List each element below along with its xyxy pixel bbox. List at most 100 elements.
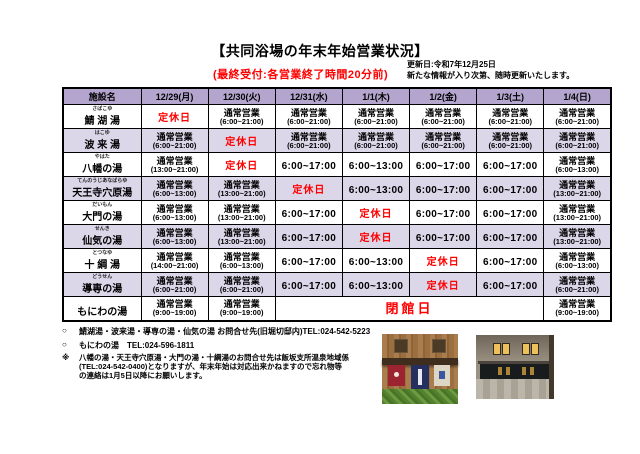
date-header: 1/2(金): [409, 87, 478, 105]
cell-special-hours: 6:00~17:00: [409, 152, 478, 177]
reflection: [498, 367, 502, 375]
cell-regular-hours: 通常営業 (6:00~21:00): [409, 104, 478, 129]
bathhouse-exterior-photo: [382, 334, 458, 404]
noren-red: [388, 365, 405, 386]
cell-special-hours: 6:00~17:00: [476, 224, 545, 249]
update-note: 新たな情報が入り次第、随時更新いたします。: [407, 70, 575, 80]
contact-note: ○ 鯖湖湯・波来湯・導専の湯・仙気の湯 お問合せ先(旧堀切邸内)TEL:024-…: [62, 326, 370, 337]
date-header: 12/29(月): [140, 87, 209, 105]
cell-regular-hours: 通常営業 (6:00~13:00): [140, 224, 209, 249]
table-row: てんのうじあなばらゆ 天王寺穴原湯 通常営業 (6:00~13:00) 通常営業 (13:…: [62, 176, 612, 201]
cell-regular-hours: 通常営業 (6:00~21:00): [140, 128, 209, 153]
table-row: やはた 八幡の湯 通常営業 (13:00~21:00) 定休日 6:00~17:00 6:0…: [62, 152, 612, 177]
table-row: はこゆ波 来 湯通常営業 (6:00~21:00) 定休日 通常営業 (6:00~21:…: [62, 128, 612, 153]
date-header: 12/30(火): [207, 87, 276, 105]
cell-special-hours: 6:00~13:00: [341, 272, 411, 297]
cell-regular-hours: 通常営業 (13:00~21:00): [140, 152, 209, 177]
cell-regular-hours: 通常営業 (6:00~21:00): [543, 104, 612, 129]
cell-regular-hours: 通常営業 (6:00~13:00): [140, 200, 209, 225]
cell-special-hours: 6:00~13:00: [341, 176, 411, 201]
cell-special-hours: 6:00~17:00: [274, 248, 343, 273]
window: [394, 339, 408, 353]
roof: [382, 358, 458, 365]
cell-closed-day: 定休日: [409, 248, 478, 273]
window: [432, 339, 446, 353]
facility-name: やはた 八幡の湯: [62, 152, 142, 177]
cell-special-hours: 6:00~17:00: [409, 200, 478, 225]
cell-regular-hours: 通常営業 (6:00~21:00): [341, 128, 411, 153]
cell-special-hours: 6:00~17:00: [476, 248, 545, 273]
cell-regular-hours: 通常営業 (6:00~21:00): [274, 128, 343, 153]
cell-regular-hours: 通常営業 (13:00~21:00): [207, 176, 276, 201]
cell-closed-day: 定休日: [207, 128, 276, 153]
cell-regular-hours: 通常営業 (9:00~19:00): [543, 296, 612, 321]
cell-regular-hours: 通常営業 (13:00~21:00): [207, 224, 276, 249]
date-header: 1/1(木): [341, 87, 411, 105]
facility-name: とつなゆ十 綱 湯: [62, 248, 142, 273]
cell-closed-day: 定休日: [341, 224, 411, 249]
cell-special-hours: 6:00~17:00: [409, 224, 478, 249]
lit-window: [493, 343, 501, 355]
reflection: [530, 367, 534, 375]
cell-regular-hours: 通常営業 (13:00~21:00): [543, 224, 612, 249]
cell-regular-hours: 通常営業 (6:00~13:00): [543, 152, 612, 177]
cell-special-hours: 6:00~17:00: [476, 176, 545, 201]
note-marker: ○: [62, 340, 67, 349]
cell-special-hours: 6:00~13:00: [341, 248, 411, 273]
cell-special-hours: 6:00~17:00: [409, 176, 478, 201]
bath-water: [480, 364, 550, 379]
reflection: [506, 367, 510, 375]
cell-regular-hours: 通常営業 (6:00~21:00): [476, 104, 545, 129]
cell-closed-period: 閉館日: [274, 296, 545, 321]
note-text: もにわの湯 TEL:024-596-1811: [79, 341, 195, 350]
lit-window: [502, 343, 510, 355]
note-text: 八幡の湯・天王寺穴原湯・大門の湯・十綱湯のお問合せ先は飯坂支所温泉地域係 (TE…: [79, 353, 349, 380]
update-info: 更新日:令和7年12月25日 新たな情報が入り次第、随時更新いたします。: [407, 60, 574, 81]
cell-regular-hours: 通常営業 (6:00~13:00): [140, 176, 209, 201]
cell-regular-hours: 通常営業 (6:00~21:00): [274, 104, 343, 129]
note-marker: ※: [62, 353, 70, 362]
cell-special-hours: 6:00~17:00: [476, 152, 545, 177]
bath-edge: [478, 361, 552, 364]
contact-note: ○ もにわの湯 TEL:024-596-1811: [62, 340, 194, 351]
cell-regular-hours: 通常営業 (6:00~21:00): [140, 272, 209, 297]
cell-regular-hours: 通常営業 (13:00~21:00): [543, 176, 612, 201]
cell-regular-hours: 通常営業 (9:00~19:00): [140, 296, 209, 321]
update-date: 更新日:令和7年12月25日: [407, 60, 496, 69]
table-row: せんき 仙気の湯 通常営業 (6:00~13:00) 通常営業 (13:00~21:00)…: [62, 224, 612, 249]
facility-name: どうせん 導専の湯: [62, 272, 142, 297]
stone-base: [476, 379, 554, 399]
cell-closed-day: 定休日: [341, 200, 411, 225]
facility-name: せんき 仙気の湯: [62, 224, 142, 249]
cell-regular-hours: 通常営業 (13:00~21:00): [543, 200, 612, 225]
note-marker: ○: [62, 326, 67, 335]
page-title: 【共同浴場の年末年始営業状況】: [211, 43, 429, 59]
cell-special-hours: 6:00~13:00: [341, 152, 411, 177]
cell-regular-hours: 通常営業 (6:00~13:00): [543, 248, 612, 273]
cell-regular-hours: 通常営業 (14:00~21:00): [140, 248, 209, 273]
table-row: どうせん 導専の湯 通常営業 (6:00~21:00) 通常営業 (6:00~21:00)…: [62, 272, 612, 297]
table-row: とつなゆ十 綱 湯通常営業 (14:00~21:00) 通常営業 (6:00~13:0…: [62, 248, 612, 273]
facility-name: もにわの湯: [62, 296, 142, 321]
last-reception-note: (最終受付:各営業終了時間20分前): [213, 69, 389, 81]
cell-special-hours: 6:00~17:00: [476, 272, 545, 297]
hedge: [382, 389, 458, 404]
pillar: [549, 335, 554, 399]
date-header: 12/31(水): [274, 87, 343, 105]
cell-special-hours: 6:00~17:00: [476, 200, 545, 225]
table-row: もにわの湯 通常営業 (9:00~19:00) 通常営業 (9:00~19:00) 閉館日…: [62, 296, 612, 321]
note-text: 鯖湖湯・波来湯・導専の湯・仙気の湯 お問合せ先(旧堀切邸内)TEL:024-54…: [79, 327, 371, 336]
cell-special-hours: 6:00~17:00: [274, 152, 343, 177]
date-header: 1/3(土): [476, 87, 545, 105]
cell-special-hours: 6:00~17:00: [274, 272, 343, 297]
cell-closed-day: 定休日: [409, 272, 478, 297]
contact-note: ※ 八幡の湯・天王寺穴原湯・大門の湯・十綱湯のお問合せ先は飯坂支所温泉地域係 (…: [62, 353, 349, 380]
bath-interior-photo: [476, 335, 554, 399]
facility-header: 施設名: [62, 87, 142, 105]
cell-regular-hours: 通常営業 (13:00~21:00): [207, 200, 276, 225]
cell-regular-hours: 通常営業 (6:00~21:00): [476, 128, 545, 153]
cell-regular-hours: 通常営業 (6:00~21:00): [543, 272, 612, 297]
cell-regular-hours: 通常営業 (9:00~19:00): [207, 296, 276, 321]
cell-closed-day: 定休日: [207, 152, 276, 177]
